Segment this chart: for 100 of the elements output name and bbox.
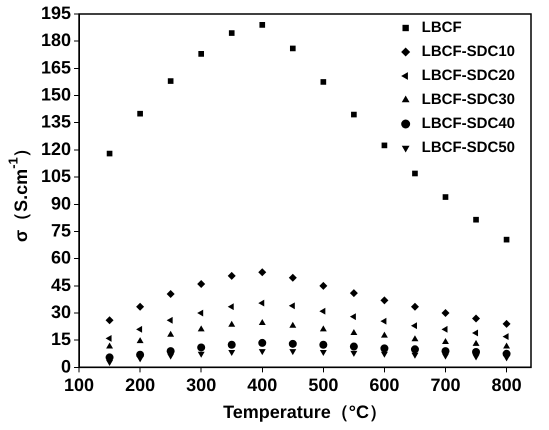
point: [228, 303, 234, 310]
point: [351, 112, 357, 118]
point: [502, 333, 509, 340]
point: [136, 326, 142, 333]
x-tick-label: 400: [247, 375, 278, 396]
point: [319, 340, 328, 349]
point: [198, 325, 205, 332]
point: [258, 338, 266, 347]
point: [504, 236, 510, 242]
legend-label: LBCF-SDC10: [422, 43, 516, 60]
x-tick-label: 300: [186, 375, 216, 396]
point: [350, 342, 358, 351]
legend-label: LBCF-SDC40: [422, 115, 516, 132]
point: [380, 318, 386, 325]
y-tick-label: 90: [51, 193, 72, 214]
point: [289, 349, 296, 356]
point: [410, 302, 419, 311]
x-tick-label: 100: [64, 375, 94, 396]
point: [442, 338, 449, 344]
point: [167, 330, 174, 337]
point: [106, 334, 112, 342]
point: [258, 268, 266, 276]
x-tick-label: 200: [125, 375, 156, 396]
point: [288, 340, 297, 348]
point: [410, 322, 417, 330]
point: [472, 354, 480, 361]
point: [198, 352, 205, 358]
point: [290, 46, 296, 52]
y-tick-label: 15: [51, 329, 72, 350]
y-tick-label: 60: [51, 248, 72, 268]
y-tick-label: 0: [61, 356, 72, 376]
y-tick-label: 45: [51, 274, 72, 295]
point: [472, 340, 480, 346]
point: [320, 325, 327, 332]
point: [228, 272, 236, 280]
point: [380, 332, 388, 338]
point: [472, 330, 478, 336]
point: [350, 350, 358, 357]
point: [473, 216, 479, 223]
point: [380, 352, 388, 358]
point: [258, 319, 266, 325]
point: [106, 360, 114, 366]
point: [380, 296, 388, 304]
y-tick-label: 105: [40, 166, 72, 186]
point: [442, 194, 448, 200]
y-tick-label: 135: [40, 112, 72, 132]
point: [441, 309, 450, 318]
point: [228, 350, 236, 356]
point: [441, 326, 448, 333]
point: [319, 308, 326, 315]
point: [288, 274, 297, 282]
point: [502, 320, 511, 328]
x-axis-title: Temperature（°C）: [223, 402, 387, 422]
point: [136, 356, 144, 362]
point: [350, 328, 358, 335]
y-tick-label: 165: [40, 57, 72, 78]
point: [319, 282, 328, 290]
point: [259, 22, 266, 28]
point: [168, 78, 174, 84]
point: [106, 316, 114, 324]
point: [411, 335, 418, 342]
point: [136, 302, 144, 311]
legend-label: LBCF: [422, 19, 462, 36]
point: [166, 290, 175, 298]
point: [258, 300, 264, 307]
y-tick-label: 75: [51, 220, 72, 240]
legend-label: LBCF-SDC30: [422, 91, 516, 108]
y-tick-label: 150: [40, 84, 72, 105]
point: [503, 355, 510, 362]
point: [106, 150, 112, 156]
point: [197, 310, 204, 316]
x-tick-label: 800: [492, 375, 522, 396]
point: [197, 280, 206, 288]
point: [320, 79, 326, 85]
point: [289, 322, 296, 328]
y-tick-label: 120: [40, 138, 72, 159]
x-tick-label: 700: [430, 375, 461, 396]
point: [228, 30, 235, 36]
point: [228, 320, 236, 327]
point: [228, 340, 236, 349]
y-tick-label: 30: [51, 302, 72, 322]
point: [137, 110, 143, 117]
x-tick-label: 500: [308, 375, 338, 396]
point: [320, 350, 327, 356]
y-axis-title: σ（S.cm-1）: [6, 139, 31, 242]
point: [136, 337, 144, 344]
point: [166, 316, 173, 324]
x-tick-label: 600: [369, 375, 400, 396]
point: [380, 344, 388, 352]
point: [412, 170, 418, 176]
point: [198, 51, 204, 57]
point: [442, 354, 449, 360]
y-tick-label: 180: [40, 30, 72, 50]
point: [197, 343, 206, 352]
point: [167, 354, 174, 360]
y-tick-label: 195: [40, 2, 72, 23]
point: [258, 349, 266, 356]
point: [382, 142, 388, 148]
point: [106, 342, 114, 349]
point: [503, 342, 510, 349]
